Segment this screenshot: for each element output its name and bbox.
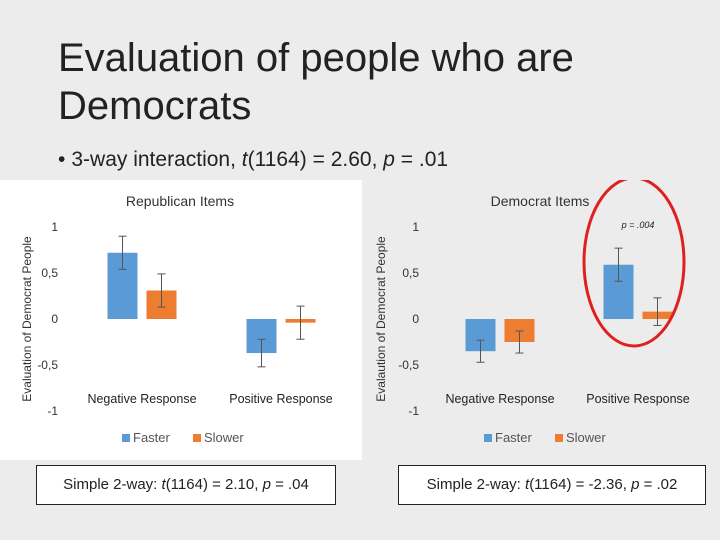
republican-items-chart: Republican Items Evaluation of Democrat P… [20, 193, 333, 445]
y-tick-label: -1 [408, 404, 419, 418]
bullet-marker: • [58, 148, 66, 171]
note-right-post: = .02 [639, 476, 678, 493]
y-tick-label: 0,5 [41, 266, 58, 280]
highlight-circle [582, 180, 686, 348]
y-tick-label: -0,5 [398, 358, 419, 372]
y-tick-label: 0 [51, 312, 58, 326]
category-label: Positive Response [586, 392, 690, 406]
note-right-pre: Simple 2-way: [426, 476, 526, 493]
category-label: Negative Response [87, 392, 196, 406]
legend-swatch-slower [555, 434, 563, 442]
chart-title: Democrat Items [491, 193, 590, 209]
y-tick-label: 0,5 [402, 266, 419, 280]
y-tick-label: 0 [412, 312, 419, 326]
republican-items-chart-panel: Republican Items Evaluation of Democrat P… [0, 180, 362, 460]
note-left-mid: (1164) = 2.10, [165, 476, 263, 493]
legend-swatch-faster [484, 434, 492, 442]
democrat-items-chart: Democrat Items Evalaution of Democrat Peo… [374, 180, 690, 445]
interaction-bullet: • 3-way interaction, t(1164) = 2.60, p = … [58, 148, 448, 172]
significance-annotation: p = .004 [621, 220, 655, 230]
simple-2way-note-right: Simple 2-way: t(1164) = -2.36, p = .02 [398, 465, 706, 505]
chart-title: Republican Items [126, 193, 234, 209]
democrat-items-chart-panel: Democrat Items Evalaution of Democrat Peo… [362, 180, 720, 460]
category-label: Positive Response [229, 392, 333, 406]
legend-label-slower: Slower [204, 430, 244, 445]
legend-swatch-faster [122, 434, 130, 442]
note-right-mid: (1164) = -2.36, [529, 476, 632, 493]
bullet-text-pre: 3-way interaction, [71, 148, 242, 171]
legend-label-faster: Faster [495, 430, 533, 445]
y-tick-label: -1 [47, 404, 58, 418]
slide-title: Evaluation of people who are Democrats [58, 36, 574, 128]
bullet-p-symbol: p [383, 148, 395, 171]
simple-2way-note-left: Simple 2-way: t(1164) = 2.10, p = .04 [36, 465, 336, 505]
y-tick-label: 1 [51, 220, 58, 234]
note-right-t-symbol: t [525, 476, 530, 493]
y-tick-label: 1 [412, 220, 419, 234]
legend-label-faster: Faster [133, 430, 171, 445]
y-axis-label: Evaluation of Democrat People [20, 236, 34, 402]
bullet-text-mid: (1164) = 2.60, [247, 148, 384, 171]
note-right-p-symbol: p [631, 476, 640, 493]
bullet-text-post: = .01 [394, 148, 449, 171]
bullet-t-symbol: t [241, 148, 248, 171]
note-left-post: = .04 [270, 476, 309, 493]
y-tick-label: -0,5 [37, 358, 58, 372]
category-label: Negative Response [445, 392, 554, 406]
legend-label-slower: Slower [566, 430, 606, 445]
legend-swatch-slower [193, 434, 201, 442]
note-left-p-symbol: p [262, 476, 271, 493]
note-left-pre: Simple 2-way: [63, 476, 162, 493]
y-axis-label: Evalaution of Democrat People [374, 236, 388, 402]
note-left-t-symbol: t [161, 476, 166, 493]
